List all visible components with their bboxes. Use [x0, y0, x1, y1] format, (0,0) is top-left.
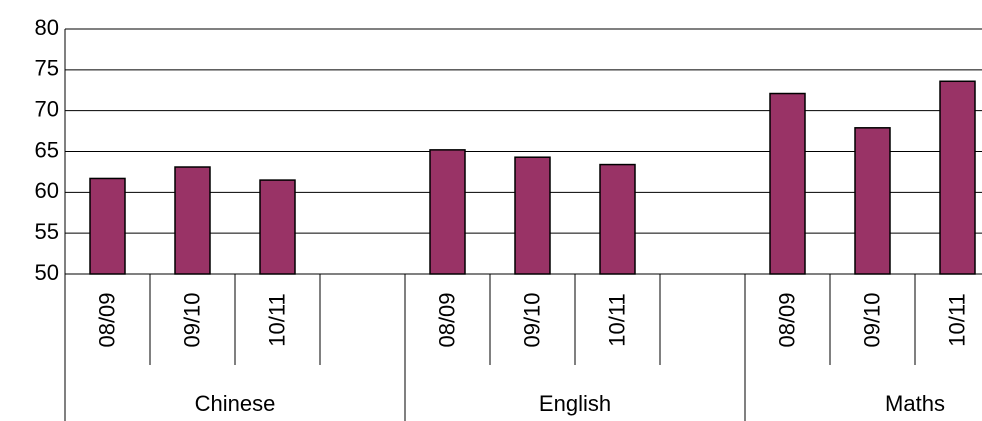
y-tick-label: 80: [35, 15, 59, 40]
x-tick-label: 10/11: [604, 293, 629, 346]
x-tick-label: 08/09: [94, 292, 119, 347]
group-label: Chinese: [195, 391, 276, 416]
x-tick-label: 08/09: [434, 292, 459, 347]
bar: [89, 177, 126, 275]
x-tick-label: 08/09: [774, 292, 799, 347]
bar: [939, 80, 976, 275]
x-tick-label: 09/10: [519, 292, 544, 347]
bar: [599, 163, 636, 275]
x-tick-label: 09/10: [179, 292, 204, 347]
bar: [854, 127, 891, 275]
y-tick-label: 65: [35, 137, 59, 162]
x-tick-label: 09/10: [859, 292, 884, 347]
y-tick-label: 50: [35, 260, 59, 285]
group-label: Maths: [885, 391, 945, 416]
group-label: English: [539, 391, 611, 416]
x-tick-label: 10/11: [944, 293, 969, 346]
bar: [429, 149, 466, 275]
y-tick-label: 60: [35, 178, 59, 203]
y-tick-label: 75: [35, 56, 59, 81]
y-tick-label: 55: [35, 219, 59, 244]
bar: [174, 166, 211, 275]
bar: [769, 92, 806, 275]
bar: [259, 179, 296, 275]
y-tick-label: 70: [35, 96, 59, 121]
bar: [514, 156, 551, 275]
x-tick-label: 10/11: [264, 293, 289, 346]
